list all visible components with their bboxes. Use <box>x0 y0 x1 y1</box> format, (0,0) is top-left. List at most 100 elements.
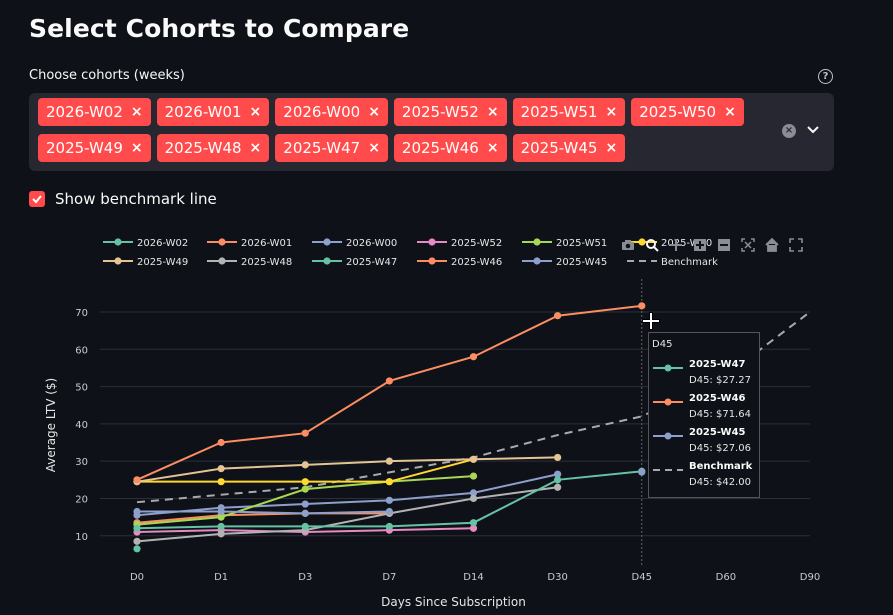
legend-marker-2025-W46 <box>428 257 436 265</box>
remove-tag-icon[interactable]: × <box>724 104 736 120</box>
cohort-tag[interactable]: 2026-W02 × <box>38 98 151 126</box>
tooltip-series-name: Benchmark <box>689 461 753 472</box>
data-point-2025-W51 <box>301 485 309 493</box>
y-axis-label: Average LTV ($) <box>44 378 58 472</box>
data-point-2026-W02 <box>133 545 141 553</box>
cohort-tag[interactable]: 2025-W51 × <box>512 98 626 126</box>
zoom-out-icon[interactable] <box>716 237 732 253</box>
legend-marker-2025-W49 <box>114 257 122 265</box>
data-point-2025-W52 <box>469 524 478 532</box>
y-tick-label: 30 <box>75 457 88 468</box>
remove-tag-icon[interactable]: × <box>368 104 380 120</box>
cohort-tag[interactable]: 2026-W01 × <box>156 98 270 126</box>
cohort-tag[interactable]: 2026-W00 × <box>275 98 388 126</box>
cohort-tag-label: 2026-W01 <box>164 103 242 121</box>
remove-tag-icon[interactable]: × <box>249 140 262 156</box>
data-point-2025-W48 <box>217 530 225 538</box>
tooltip-series-value: D45: $42.00 <box>689 477 751 488</box>
remove-tag-icon[interactable]: × <box>368 140 380 156</box>
remove-tag-icon[interactable]: × <box>130 140 143 156</box>
zoom-in-icon[interactable] <box>692 237 708 253</box>
cohort-tag-label: 2025-W52 <box>401 103 479 121</box>
clear-all-icon[interactable]: × <box>782 124 796 138</box>
data-point-2025-W49 <box>217 465 225 473</box>
cohort-multiselect[interactable]: 2026-W02 × 2026-W01 × 2026-W00 × 2025-W52 × 2025… <box>29 93 834 171</box>
cohort-tag[interactable]: 2025-W52 × <box>393 98 507 126</box>
remove-tag-icon[interactable]: × <box>130 104 143 120</box>
x-axis-label: Days Since Subscription <box>381 595 526 609</box>
legend-marker-2025-W48 <box>218 257 226 265</box>
cohort-tag[interactable]: 2025-W45 × <box>512 134 626 162</box>
ltv-line-chart[interactable]: 10 20 30 40 50 60 70 D0 D1 D3 D7 D14 D30 D45 D60 D90 Day… <box>0 225 893 615</box>
hover-tooltip: D45 2025-W47 D45: $27.27 2025-W46 D45: $71.6… <box>648 332 760 498</box>
multiselect-label: Choose cohorts (weeks) <box>29 68 185 83</box>
tooltip-series-name: 2025-W46 <box>689 393 746 404</box>
data-point-2025-W49 <box>385 457 393 465</box>
cohort-tag-label: 2026-W02 <box>46 103 123 121</box>
tag-list: 2026-W02 × 2026-W01 × 2026-W00 × 2025-W52 × 2025… <box>38 98 758 170</box>
camera-icon[interactable] <box>620 237 636 253</box>
remove-tag-icon[interactable]: × <box>486 104 499 120</box>
remove-tag-icon[interactable]: × <box>486 140 499 156</box>
data-point-2025-W47 <box>469 519 478 527</box>
tooltip-series-name: 2025-W45 <box>689 427 746 438</box>
tooltip-series-value: D45: $27.06 <box>689 443 751 454</box>
data-point-2025-W46 <box>301 429 309 437</box>
y-tick-label: 60 <box>75 345 88 356</box>
pan-icon[interactable] <box>668 237 684 253</box>
tooltip-series-name: 2025-W47 <box>689 359 746 370</box>
chevron-down-icon[interactable] <box>805 121 821 137</box>
y-tick-label: 40 <box>75 420 88 431</box>
data-point-2025-W48 <box>133 537 141 545</box>
cohort-tag-label: 2025-W46 <box>401 139 479 157</box>
help-icon[interactable]: ? <box>818 69 833 84</box>
reset-axes-icon[interactable] <box>764 237 780 253</box>
data-point-2025-W45 <box>133 507 141 516</box>
x-tick-label: D90 <box>800 572 820 583</box>
data-point-2025-W47 <box>217 522 225 531</box>
legend-marker-2025-W47 <box>323 257 331 265</box>
legend-label: 2025-W49 <box>137 257 188 268</box>
data-point-2025-W45 <box>638 468 646 476</box>
data-point-2025-W45 <box>301 509 309 517</box>
data-point-2025-W47 <box>554 476 562 484</box>
data-point-2025-W51 <box>217 513 225 521</box>
fullscreen-icon[interactable] <box>788 237 804 253</box>
cohort-tag[interactable]: 2025-W47 × <box>275 134 388 162</box>
data-point-2025-W50 <box>301 478 309 486</box>
zoom-icon[interactable] <box>644 237 660 253</box>
tooltip-header: D45 <box>652 339 673 350</box>
cohort-tag[interactable]: 2025-W50 × <box>631 98 744 126</box>
legend-marker-2026-W00 <box>323 238 331 246</box>
remove-tag-icon[interactable]: × <box>605 104 618 120</box>
x-tick-label: D3 <box>298 572 312 583</box>
cohort-tag[interactable]: 2025-W48 × <box>156 134 270 162</box>
remove-tag-icon[interactable]: × <box>249 104 262 120</box>
cohort-tag-label: 2026-W00 <box>283 103 361 121</box>
benchmark-checkbox[interactable] <box>29 191 45 207</box>
legend-marker-2026-W01 <box>218 238 226 246</box>
tooltip-swatch <box>653 364 683 372</box>
data-point-2025-W46 <box>638 302 646 310</box>
data-point-2025-W48 <box>469 494 478 503</box>
check-icon <box>32 195 42 204</box>
benchmark-checkbox-label: Show benchmark line <box>55 190 217 208</box>
data-point-2026-W00 <box>469 489 478 497</box>
tooltip-swatch <box>653 398 683 406</box>
y-tick-label: 50 <box>75 383 88 394</box>
remove-tag-icon[interactable]: × <box>605 140 618 156</box>
autoscale-icon[interactable] <box>740 237 756 253</box>
legend-label: Benchmark <box>661 257 718 268</box>
data-point-2025-W47 <box>133 524 141 532</box>
cohort-tag[interactable]: 2025-W49 × <box>38 134 151 162</box>
cohort-tag-label: 2025-W48 <box>164 139 242 157</box>
data-point-2025-W50 <box>217 478 225 486</box>
cohort-tag[interactable]: 2025-W46 × <box>393 134 507 162</box>
data-point-2025-W45 <box>385 507 393 516</box>
x-tick-label: D60 <box>716 572 736 583</box>
data-point-2025-W47 <box>385 522 393 531</box>
x-tick-label: D30 <box>547 572 567 583</box>
data-point-2025-W49 <box>469 455 478 463</box>
benchmark-checkbox-row[interactable]: Show benchmark line <box>29 190 217 208</box>
legend-label: 2025-W51 <box>556 238 607 249</box>
